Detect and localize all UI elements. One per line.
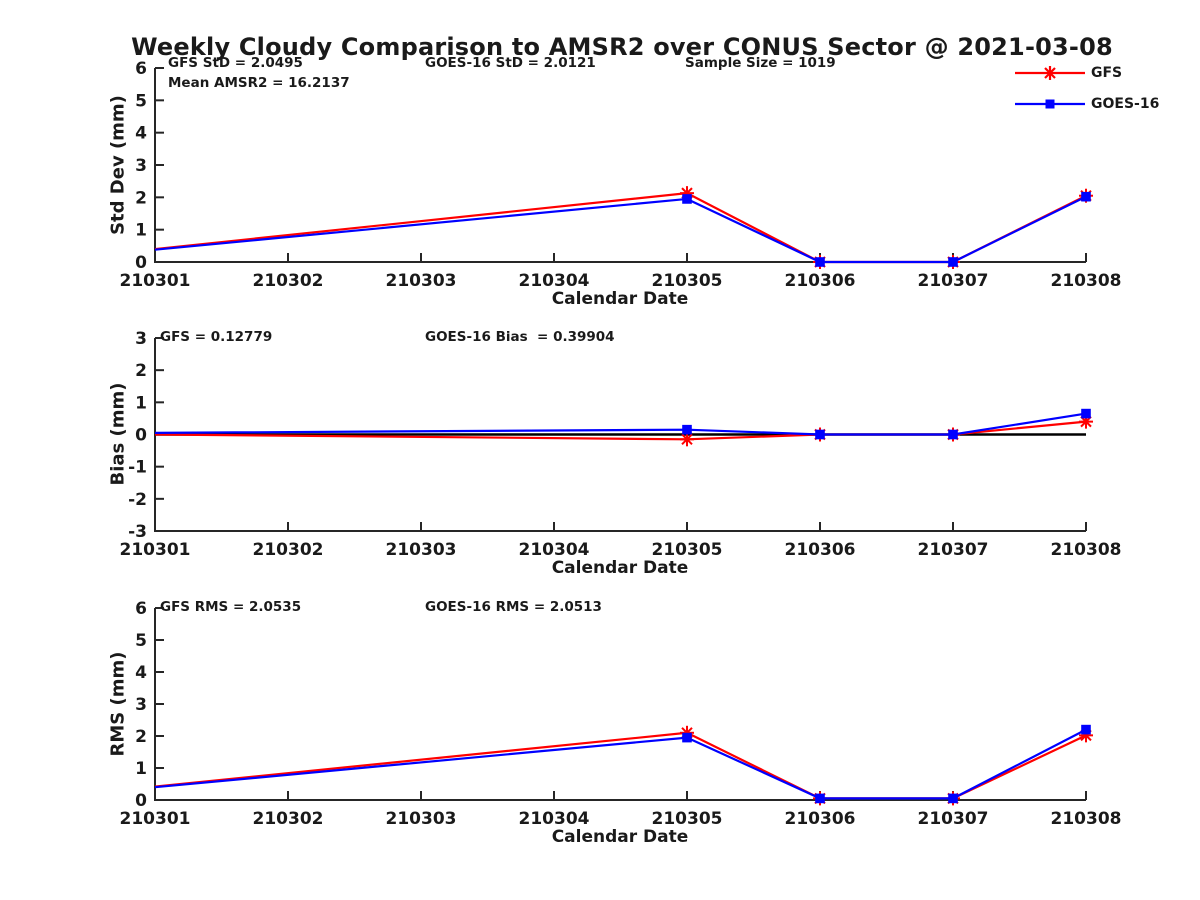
svg-text:0: 0 — [135, 791, 147, 811]
figure-title: Weekly Cloudy Comparison to AMSR2 over C… — [131, 33, 1113, 61]
xlabel-calendar-date-1: Calendar Date — [551, 289, 689, 309]
svg-text:210306: 210306 — [785, 540, 856, 560]
svg-text:210302: 210302 — [253, 809, 324, 829]
annotation-gfs-bias: GFS = 0.12779 — [160, 329, 273, 345]
svg-text:1: 1 — [135, 393, 147, 413]
svg-text:210308: 210308 — [1051, 271, 1122, 291]
annotation-gfs-rms: GFS RMS = 2.0535 — [160, 599, 302, 615]
svg-text:210301: 210301 — [120, 809, 191, 829]
svg-text:5: 5 — [135, 91, 147, 111]
svg-text:210303: 210303 — [386, 809, 457, 829]
svg-text:210303: 210303 — [386, 540, 457, 560]
svg-text:210302: 210302 — [253, 271, 324, 291]
svg-text:6: 6 — [135, 59, 147, 79]
svg-text:210307: 210307 — [918, 271, 989, 291]
svg-text:0: 0 — [135, 253, 147, 273]
svg-text:3: 3 — [135, 329, 147, 349]
svg-text:-1: -1 — [128, 458, 147, 478]
annotation-gfs-std: GFS StD = 2.0495 — [168, 55, 303, 71]
svg-text:210304: 210304 — [519, 809, 590, 829]
ylabel-std-dev: Std Dev (mm) — [107, 95, 129, 235]
svg-text:1: 1 — [135, 221, 147, 241]
xlabel-calendar-date-3: Calendar Date — [551, 827, 689, 847]
svg-text:210304: 210304 — [519, 271, 590, 291]
svg-text:210307: 210307 — [918, 540, 989, 560]
svg-text:210302: 210302 — [253, 540, 324, 560]
svg-text:210301: 210301 — [120, 540, 191, 560]
svg-text:210306: 210306 — [785, 809, 856, 829]
ylabel-bias: Bias (mm) — [107, 382, 129, 486]
svg-text:210305: 210305 — [652, 809, 723, 829]
svg-text:2: 2 — [135, 188, 147, 208]
svg-text:0: 0 — [135, 426, 147, 446]
legend-goes16-label: GOES-16 — [1091, 96, 1160, 112]
svg-text:5: 5 — [135, 631, 147, 651]
svg-text:210308: 210308 — [1051, 809, 1122, 829]
annotation-goes16-rms: GOES-16 RMS = 2.0513 — [425, 599, 602, 615]
annotation-sample-size: Sample Size = 1019 — [685, 55, 836, 71]
xlabel-calendar-date-2: Calendar Date — [551, 558, 689, 578]
svg-text:4: 4 — [135, 124, 147, 144]
svg-text:1: 1 — [135, 759, 147, 779]
svg-text:210306: 210306 — [785, 271, 856, 291]
annotation-mean-amsr2: Mean AMSR2 = 16.2137 — [168, 75, 350, 91]
svg-text:6: 6 — [135, 599, 147, 619]
gfs-legend-line-icon — [1015, 66, 1085, 80]
annotation-goes16-std: GOES-16 StD = 2.0121 — [425, 55, 596, 71]
svg-text:210304: 210304 — [519, 540, 590, 560]
goes16-legend-line-icon — [1015, 99, 1085, 109]
svg-text:3: 3 — [135, 156, 147, 176]
annotation-goes16-bias: GOES-16 Bias = 0.39904 — [425, 329, 615, 345]
svg-text:-3: -3 — [128, 522, 147, 542]
svg-text:-2: -2 — [128, 490, 147, 510]
ylabel-rms: RMS (mm) — [107, 651, 129, 757]
svg-text:210308: 210308 — [1051, 540, 1122, 560]
svg-text:210307: 210307 — [918, 809, 989, 829]
svg-text:210305: 210305 — [652, 271, 723, 291]
svg-text:2: 2 — [135, 361, 147, 381]
svg-text:3: 3 — [135, 695, 147, 715]
svg-text:210301: 210301 — [120, 271, 191, 291]
svg-text:4: 4 — [135, 663, 147, 683]
svg-text:2: 2 — [135, 727, 147, 747]
svg-text:210305: 210305 — [652, 540, 723, 560]
legend-gfs-label: GFS — [1091, 65, 1123, 81]
svg-text:210303: 210303 — [386, 271, 457, 291]
